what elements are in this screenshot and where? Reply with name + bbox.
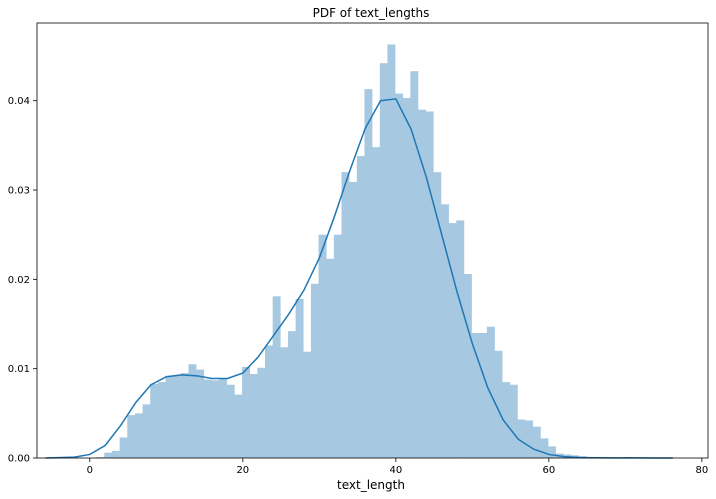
histogram-bar [127,415,136,458]
histogram-bar [157,382,166,458]
histogram-bar [265,345,273,458]
x-tick-label: 0 [87,465,93,476]
histogram-bar [257,367,266,458]
x-tick-label: 40 [389,465,402,476]
histogram-bar [410,71,419,458]
histogram-bar [287,331,296,458]
histogram-bar [509,384,518,458]
x-axis-ticks: 0 20 40 60 80 [87,458,709,476]
histogram-bar [448,223,457,458]
histogram-bar [517,419,526,458]
y-axis-ticks: 0.00 0.01 0.02 0.03 0.04 [8,96,37,465]
histogram-bar [433,172,442,459]
histogram-bar [525,420,534,458]
histogram-bar [540,438,549,458]
histogram-bar [211,380,220,458]
histogram-bar [326,258,335,458]
histogram-bar [479,332,488,458]
histogram-bar [188,364,197,458]
histogram-bar [142,404,151,458]
histogram-bar [104,452,113,458]
chart-title: PDF of text_lengths [313,6,430,20]
histogram-bar [402,98,411,458]
histogram-bar [249,374,258,458]
histogram-bar [471,332,480,458]
histogram-bar [111,450,120,458]
histogram-bar [134,413,143,458]
histogram-bar [349,181,358,459]
x-tick-label: 80 [696,465,709,476]
histogram-bar [280,347,289,458]
histogram-bar [119,437,128,458]
histogram-bar [379,63,388,458]
y-tick-label: 0.03 [8,186,30,197]
histogram-bar [502,382,511,458]
histogram-bar [173,374,182,458]
histogram-bar [242,366,250,458]
axes-frame [36,22,709,459]
histogram-bar [219,378,228,458]
x-tick-label: 20 [236,465,249,476]
histogram-bar [364,89,373,458]
kde-curve [45,98,673,459]
histogram-bar [418,109,426,458]
y-tick-label: 0.02 [8,275,30,286]
histogram-bar [440,204,449,458]
histogram-bar [494,350,503,458]
histogram-bar [96,457,105,458]
histogram-bar [150,383,159,458]
histogram-bar [226,384,235,458]
histogram-bar [463,274,472,458]
histogram-bar [486,326,495,458]
histogram-bar [234,394,243,458]
axes-spines [36,22,709,459]
histogram-bar [532,426,541,458]
histogram-bar [310,283,319,458]
histogram-bar [165,375,174,458]
histogram-bars [96,44,633,459]
histogram-bar [548,446,557,458]
y-tick-label: 0.04 [8,96,30,107]
y-tick-label: 0.01 [8,364,30,375]
histogram-bar [180,373,189,458]
x-tick-label: 60 [542,465,555,476]
histogram-bar [203,379,212,458]
histogram-bar [425,111,434,459]
histogram-bar [272,296,281,458]
histogram-bar [395,93,404,458]
histogram-bar [333,234,342,458]
x-axis-label: text_length [337,478,405,492]
histogram-bar [196,369,205,458]
histogram-bar [295,299,304,458]
histogram-bar [318,234,327,458]
histogram-bar [356,156,365,458]
histogram-bar [456,220,465,458]
histogram-bar [387,44,396,458]
histogram-bar [341,172,350,459]
y-tick-label: 0.00 [8,454,30,465]
histogram-bar [303,351,312,458]
histogram-bar [372,147,381,458]
